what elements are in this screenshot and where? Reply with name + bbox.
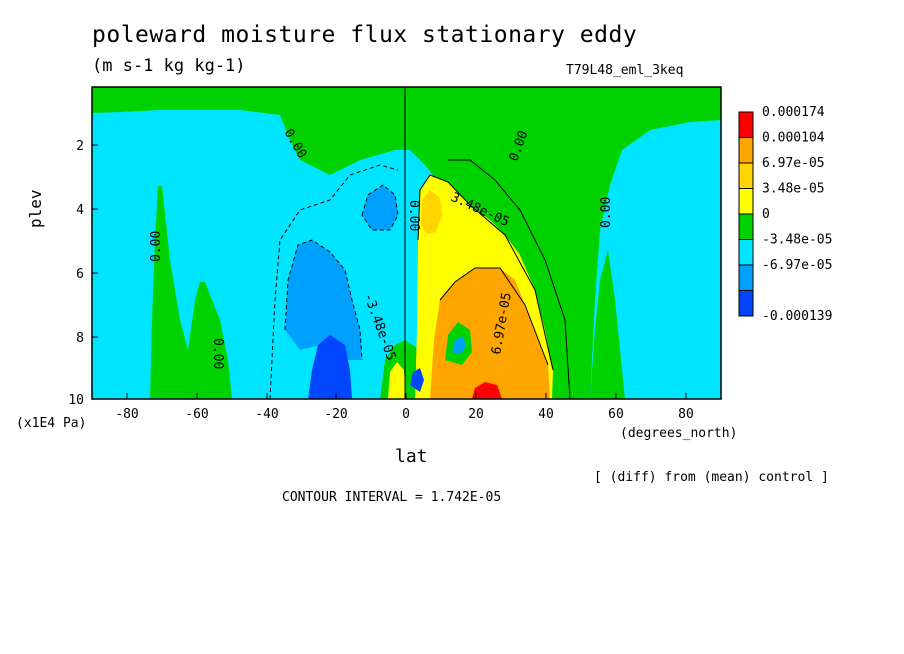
colorbar-swatch — [738, 290, 754, 317]
positive-region-gold-upper — [421, 190, 442, 234]
colorbar-swatch — [738, 239, 754, 266]
x-axis-label: lat — [395, 446, 428, 467]
negative-region-mid — [285, 240, 362, 360]
x-tick-label--20: -20 — [324, 407, 347, 422]
diff-note: [ (diff) from (mean) control ] — [594, 470, 829, 485]
contour-line-c — [448, 159, 571, 399]
y-tick-label-4: 4 — [76, 203, 84, 218]
x-tick-label--60: -60 — [185, 407, 208, 422]
contour-label-zero-sw: 0.00 — [149, 231, 164, 262]
colorbar — [738, 111, 754, 317]
colorbar-label: 0.000104 — [762, 131, 825, 146]
positive-region-orange — [430, 268, 550, 399]
colorbar-label: -0.000139 — [762, 309, 832, 324]
contour-interval: CONTOUR INTERVAL = 1.742E-05 — [282, 490, 502, 505]
positive-region-yellow-small — [388, 362, 406, 399]
colorbar-swatch — [738, 137, 754, 164]
colorbar-label: 0 — [762, 207, 770, 222]
colorbar-labels: 0.000174 0.000104 6.97e-05 3.48e-05 0 -3.48e-… — [762, 105, 832, 324]
y-axis-unit: (x1E4 Pa) — [16, 416, 87, 431]
colorbar-label: 6.97e-05 — [762, 156, 825, 171]
x-tick-label-80: 80 — [678, 407, 694, 422]
negative-contour-b — [361, 184, 399, 231]
colorbar-label: 0.000174 — [762, 105, 825, 120]
positive-region-top — [92, 87, 721, 399]
x-tick-label--80: -80 — [115, 407, 138, 422]
y-tick-label-8: 8 — [76, 331, 84, 346]
positive-region-east-shelf — [590, 250, 625, 399]
chart-title: poleward moisture flux stationary eddy — [92, 22, 638, 48]
contour-line-a — [417, 174, 554, 371]
contour-label-zero-e: 0.00 — [599, 197, 614, 228]
y-tick-label-10: 10 — [68, 393, 84, 408]
negative-contour-a — [284, 239, 363, 361]
colorbar-swatch — [738, 162, 754, 189]
colorbar-label: -3.48e-05 — [762, 233, 832, 248]
colorbar-label: -6.97e-05 — [762, 258, 832, 273]
negative-contour-c — [269, 164, 399, 399]
y-tick-label-6: 6 — [76, 267, 84, 282]
colorbar-swatch — [738, 213, 754, 240]
negative-region-upper — [362, 185, 398, 230]
positive-region-red — [472, 382, 502, 399]
x-tick-label-60: 60 — [608, 407, 624, 422]
y-tick-label-2: 2 — [76, 139, 84, 154]
contour-label-zero-eq: 0.00 — [406, 200, 421, 231]
x-tick-label-40: 40 — [538, 407, 554, 422]
contour-line-b — [439, 267, 549, 366]
x-axis-unit: (degrees_north) — [620, 426, 738, 441]
negative-region-deep — [308, 335, 352, 399]
colorbar-label: 3.48e-05 — [762, 182, 825, 197]
colorbar-swatch — [738, 188, 754, 215]
contour-label-zero-s: 0.00 — [210, 338, 225, 369]
run-label: T79L48_eml_3keq — [566, 63, 684, 78]
x-tick-label-20: 20 — [468, 407, 484, 422]
positive-region-west-strip — [150, 186, 232, 399]
colorbar-swatch — [738, 111, 754, 138]
colorbar-swatch — [738, 264, 754, 291]
negative-region-swirl — [452, 336, 466, 354]
negative-region-equator — [410, 368, 424, 392]
x-tick-label--40: -40 — [255, 407, 278, 422]
chart-units: (m s-1 kg kg-1) — [92, 56, 246, 76]
x-tick-label-0: 0 — [402, 407, 410, 422]
